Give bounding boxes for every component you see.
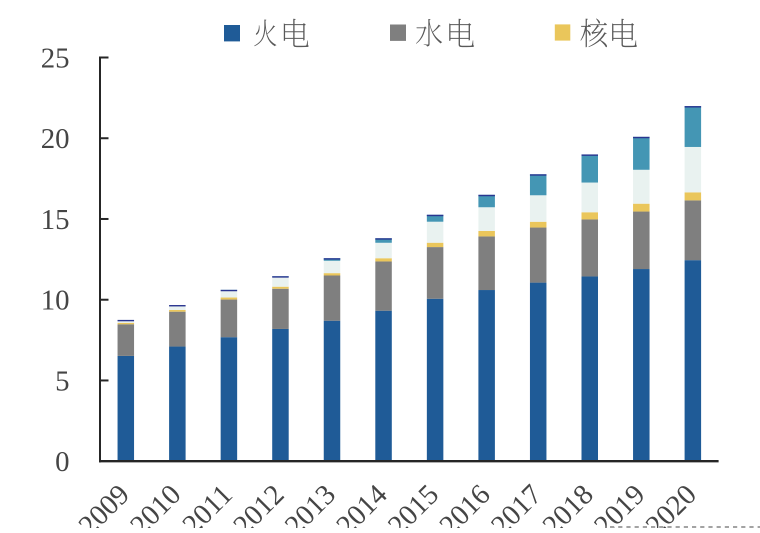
- svg-text:5: 5: [55, 365, 69, 397]
- svg-text:15: 15: [41, 204, 70, 236]
- svg-text:10: 10: [41, 285, 70, 317]
- svg-text:25: 25: [41, 42, 70, 74]
- svg-text:20: 20: [41, 123, 70, 155]
- svg-text:0: 0: [55, 446, 69, 478]
